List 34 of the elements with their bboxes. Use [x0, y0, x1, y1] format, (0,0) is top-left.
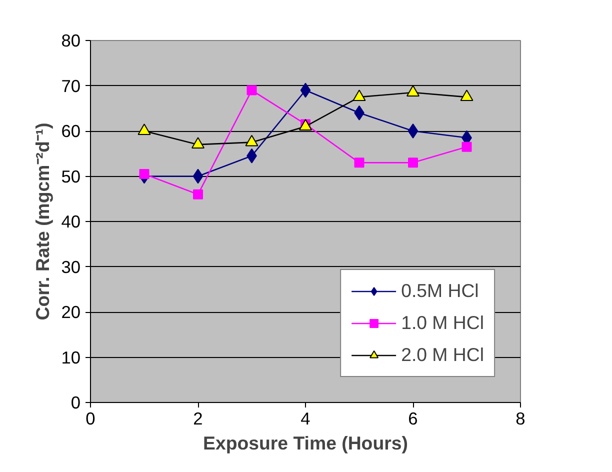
legend-label: 1.0 M HCl — [401, 312, 484, 334]
y-axis-title: Corr. Rate (mgcm⁻²d⁻¹) — [32, 122, 54, 320]
point — [246, 85, 257, 96]
x-axis-title: Exposure Time (Hours) — [203, 432, 408, 454]
legend-label: 2.0 M HCl — [401, 344, 484, 366]
point — [193, 189, 203, 200]
point — [192, 168, 204, 184]
y-tick-label: 20 — [61, 302, 81, 322]
y-tick-label: 0 — [70, 392, 81, 412]
point — [406, 85, 420, 96]
point — [352, 90, 366, 102]
point — [139, 168, 150, 179]
y-tick-label: 30 — [61, 256, 81, 277]
x-tick-label: 8 — [516, 408, 526, 428]
y-tick-label: 70 — [61, 76, 81, 96]
y-tick-label: 10 — [61, 347, 81, 368]
point — [354, 158, 364, 168]
y-tick-label: 40 — [61, 212, 81, 232]
x-tick-label: 6 — [408, 408, 418, 428]
point — [300, 82, 311, 98]
point — [192, 137, 204, 149]
point — [138, 124, 151, 135]
y-tick-label: 50 — [61, 166, 81, 186]
x-tick-label: 2 — [193, 408, 203, 428]
y-tick-label: 80 — [61, 30, 81, 50]
point — [460, 90, 474, 102]
point — [408, 124, 418, 138]
point — [245, 134, 258, 146]
x-tick-label: 0 — [86, 408, 96, 428]
legend-label: 0.5M HCl — [401, 280, 479, 302]
point — [462, 142, 472, 152]
x-tick-label: 4 — [300, 408, 311, 428]
point — [408, 158, 418, 168]
y-tick-label: 60 — [61, 121, 81, 141]
